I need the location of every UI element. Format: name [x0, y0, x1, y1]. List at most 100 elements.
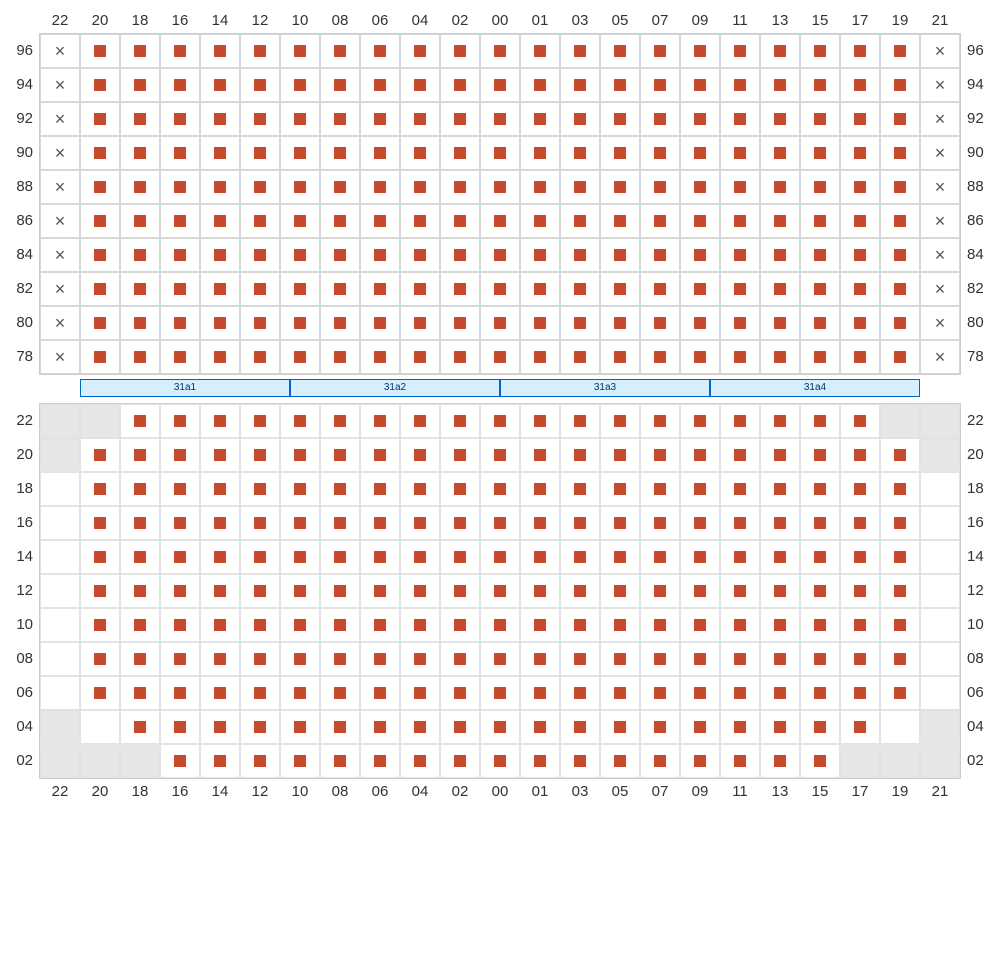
- seat-cell[interactable]: [520, 472, 560, 506]
- seat-cell[interactable]: [560, 676, 600, 710]
- seat-cell[interactable]: [880, 438, 920, 472]
- seat-cell[interactable]: [640, 642, 680, 676]
- seat-cell[interactable]: [840, 272, 880, 306]
- seat-cell[interactable]: [720, 642, 760, 676]
- seat-cell[interactable]: [360, 238, 400, 272]
- seat-cell[interactable]: [760, 642, 800, 676]
- seat-cell[interactable]: [720, 34, 760, 68]
- seat-cell[interactable]: [840, 540, 880, 574]
- seat-cell[interactable]: ×: [920, 170, 960, 204]
- table-segment[interactable]: 31a1: [80, 379, 290, 397]
- seat-cell[interactable]: [120, 340, 160, 374]
- seat-cell[interactable]: [760, 102, 800, 136]
- seat-cell[interactable]: [160, 170, 200, 204]
- seat-cell[interactable]: [800, 34, 840, 68]
- seat-cell[interactable]: [480, 238, 520, 272]
- seat-cell[interactable]: [560, 710, 600, 744]
- seat-cell[interactable]: [240, 506, 280, 540]
- seat-cell[interactable]: [560, 68, 600, 102]
- seat-cell[interactable]: [720, 676, 760, 710]
- seat-cell[interactable]: [640, 710, 680, 744]
- seat-cell[interactable]: [320, 170, 360, 204]
- seat-cell[interactable]: [840, 34, 880, 68]
- seat-cell[interactable]: [80, 306, 120, 340]
- seat-cell[interactable]: [440, 102, 480, 136]
- seat-cell[interactable]: [720, 438, 760, 472]
- seat-cell[interactable]: [120, 608, 160, 642]
- seat-cell[interactable]: [480, 438, 520, 472]
- seat-cell[interactable]: ×: [920, 136, 960, 170]
- seat-cell[interactable]: ×: [920, 68, 960, 102]
- seat-cell[interactable]: [480, 306, 520, 340]
- seat-cell[interactable]: [600, 272, 640, 306]
- table-segment[interactable]: 31a3: [500, 379, 710, 397]
- seat-cell[interactable]: [840, 472, 880, 506]
- seat-cell[interactable]: [400, 238, 440, 272]
- seat-cell[interactable]: [280, 472, 320, 506]
- seat-cell[interactable]: [800, 472, 840, 506]
- seat-cell[interactable]: [520, 710, 560, 744]
- seat-cell[interactable]: [600, 710, 640, 744]
- seat-cell[interactable]: [560, 404, 600, 438]
- seat-cell[interactable]: [640, 68, 680, 102]
- seat-cell[interactable]: [240, 170, 280, 204]
- seat-cell[interactable]: [560, 102, 600, 136]
- seat-cell[interactable]: [200, 68, 240, 102]
- seat-cell[interactable]: [760, 710, 800, 744]
- seat-cell[interactable]: [760, 272, 800, 306]
- seat-cell[interactable]: [80, 676, 120, 710]
- seat-cell[interactable]: [120, 438, 160, 472]
- seat-cell[interactable]: [520, 340, 560, 374]
- seat-cell[interactable]: [840, 608, 880, 642]
- seat-cell[interactable]: [880, 272, 920, 306]
- seat-cell[interactable]: [640, 608, 680, 642]
- seat-cell[interactable]: [640, 574, 680, 608]
- seat-cell[interactable]: [160, 404, 200, 438]
- seat-cell[interactable]: ×: [40, 170, 80, 204]
- seat-cell[interactable]: [680, 506, 720, 540]
- seat-cell[interactable]: [120, 306, 160, 340]
- seat-cell[interactable]: [720, 744, 760, 778]
- seat-cell[interactable]: [480, 608, 520, 642]
- seat-cell[interactable]: [240, 68, 280, 102]
- seat-cell[interactable]: [200, 438, 240, 472]
- seat-cell[interactable]: [880, 676, 920, 710]
- seat-cell[interactable]: [360, 608, 400, 642]
- seat-cell[interactable]: [760, 574, 800, 608]
- seat-cell[interactable]: [680, 102, 720, 136]
- seat-cell[interactable]: [680, 744, 720, 778]
- seat-cell[interactable]: [480, 102, 520, 136]
- seat-cell[interactable]: ×: [40, 306, 80, 340]
- seat-cell[interactable]: [440, 340, 480, 374]
- seat-cell[interactable]: [320, 306, 360, 340]
- seat-cell[interactable]: [320, 340, 360, 374]
- seat-cell[interactable]: [240, 472, 280, 506]
- seat-cell[interactable]: [520, 204, 560, 238]
- seat-cell[interactable]: [480, 170, 520, 204]
- seat-cell[interactable]: [400, 574, 440, 608]
- seat-cell[interactable]: [600, 438, 640, 472]
- seat-cell[interactable]: [400, 170, 440, 204]
- seat-cell[interactable]: [440, 272, 480, 306]
- seat-cell[interactable]: [480, 34, 520, 68]
- seat-cell[interactable]: [520, 744, 560, 778]
- seat-cell[interactable]: [240, 676, 280, 710]
- seat-cell[interactable]: [560, 136, 600, 170]
- seat-cell[interactable]: [480, 710, 520, 744]
- seat-cell[interactable]: [200, 642, 240, 676]
- seat-cell[interactable]: [200, 540, 240, 574]
- seat-cell[interactable]: [640, 238, 680, 272]
- seat-cell[interactable]: [880, 102, 920, 136]
- seat-cell[interactable]: [800, 272, 840, 306]
- seat-cell[interactable]: [680, 238, 720, 272]
- seat-cell[interactable]: [680, 472, 720, 506]
- seat-cell[interactable]: ×: [40, 238, 80, 272]
- seat-cell[interactable]: [800, 506, 840, 540]
- seat-cell[interactable]: [360, 170, 400, 204]
- seat-cell[interactable]: [680, 574, 720, 608]
- seat-cell[interactable]: [760, 506, 800, 540]
- seat-cell[interactable]: [720, 506, 760, 540]
- seat-cell[interactable]: [440, 540, 480, 574]
- seat-cell[interactable]: [440, 306, 480, 340]
- seat-cell[interactable]: [840, 68, 880, 102]
